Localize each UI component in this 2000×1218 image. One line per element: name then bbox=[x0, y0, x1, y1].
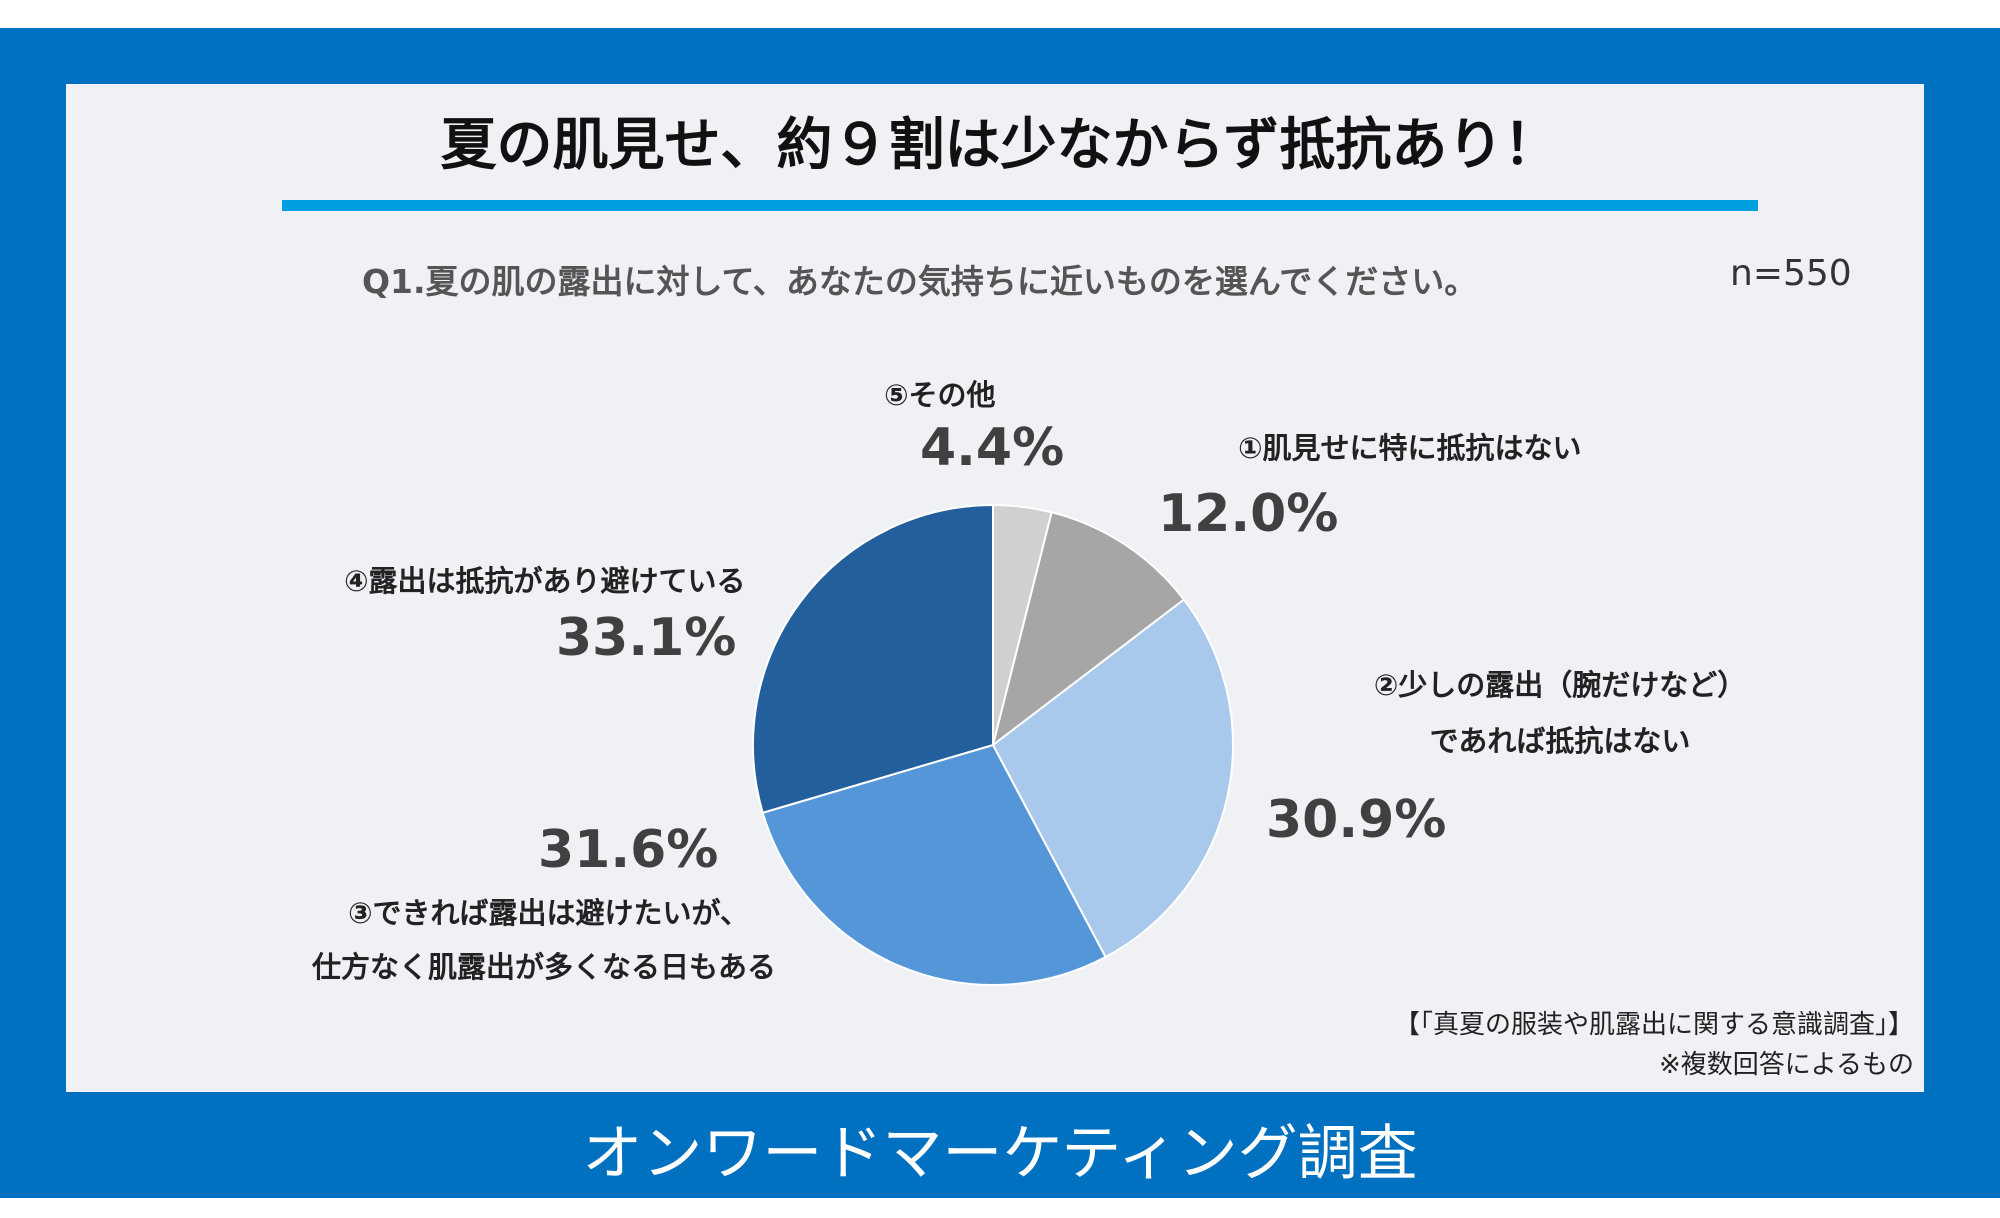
slice-label-other: ⑤その他 bbox=[884, 378, 996, 412]
slice-value-other: 4.4% bbox=[920, 418, 1065, 478]
slice-value-little-exposure: 30.9% bbox=[1266, 790, 1447, 850]
source-footnote: ※複数回答によるもの bbox=[1658, 1050, 1914, 1080]
slice-value-avoiding: 33.1% bbox=[556, 608, 737, 668]
title-underline bbox=[282, 200, 1758, 211]
source-title: 【「真夏の服装や肌露出に関する意識調査」】 bbox=[1393, 1010, 1914, 1040]
slice-label-little-exposure-line1: ②少しの露出（腕だけなど） bbox=[1373, 668, 1747, 702]
slice-value-avoid-but-sometimes: 31.6% bbox=[538, 820, 719, 880]
sample-size: n=550 bbox=[1730, 253, 1852, 294]
slice-label-avoiding: ④露出は抵抗があり避けている bbox=[344, 564, 746, 598]
slice-value-no-resistance: 12.0% bbox=[1158, 484, 1339, 544]
pie-slice-little-exposure bbox=[991, 598, 1234, 959]
pie-slice-no-resistance bbox=[991, 511, 1186, 748]
question-text: Q1.夏の肌の露出に対して、あなたの気持ちに近いものを選んでください。 bbox=[362, 262, 1478, 301]
footer-brand: オンワードマーケティング調査 bbox=[582, 1119, 1418, 1189]
slice-label-little-exposure-line2: であれば抵抗はない bbox=[1429, 724, 1691, 758]
pie-slice-avoiding bbox=[752, 503, 994, 814]
slice-label-no-resistance: ①肌見せに特に抵抗はない bbox=[1238, 431, 1582, 465]
slice-label-avoid-but-sometimes-line2: 仕方なく肌露出が多くなる日もある bbox=[312, 950, 777, 984]
slice-label-avoid-but-sometimes-line1: ③できれば露出は避けたいが、 bbox=[348, 896, 749, 930]
pie-slice-avoid-but-sometimes bbox=[761, 743, 1107, 986]
page-title: 夏の肌見せ、約９割は少なからず抵抗あり！ bbox=[440, 113, 1560, 178]
source-note: 【「真夏の服装や肌露出に関する意識調査」】 ※複数回答によるもの bbox=[1394, 1005, 1914, 1085]
